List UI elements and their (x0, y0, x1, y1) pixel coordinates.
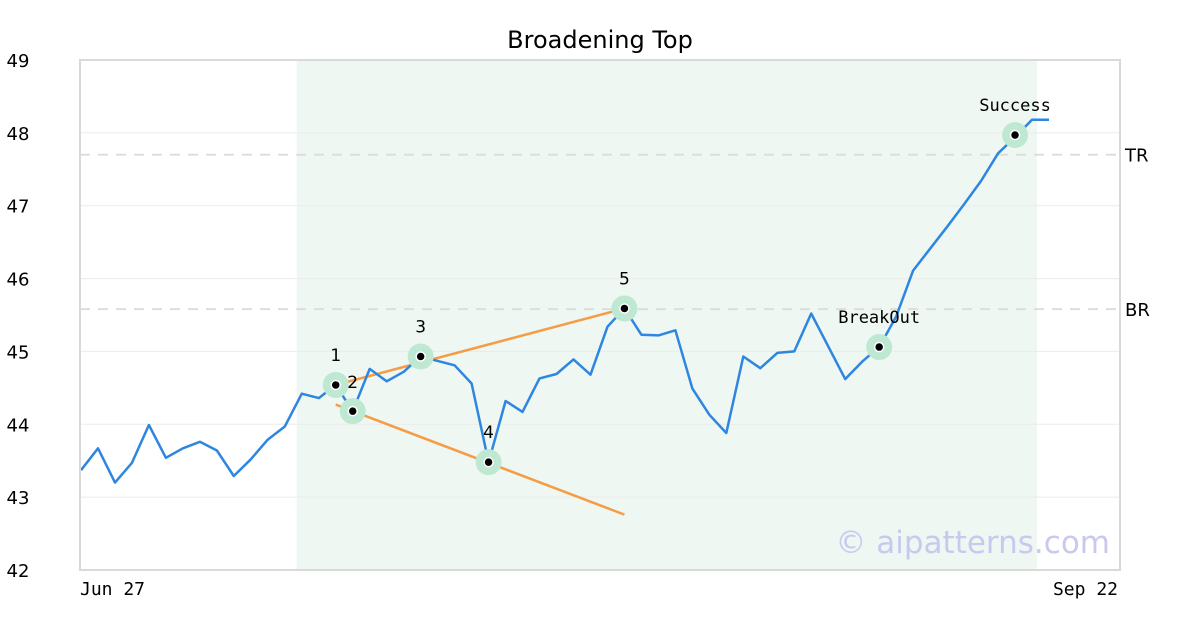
y-tick-label: 43 (7, 488, 30, 509)
success-marker-dot (1009, 129, 1021, 141)
y-tick-label: 46 (7, 270, 30, 291)
pattern-point-3-dot (415, 351, 426, 362)
y-tick-label: 47 (7, 197, 30, 218)
y-tick-label: 49 (7, 51, 30, 72)
series-line-1 (80, 118, 1049, 484)
x-tick-end: Sep 22 (1053, 579, 1118, 600)
y-axis-ticks: 42 43 44 45 46 47 48 49 (7, 51, 30, 582)
y-tick-label: 48 (7, 124, 30, 145)
pattern-point-4-dot (483, 456, 494, 468)
watermark: © aipatterns.com (835, 525, 1110, 561)
pattern-point-label-3: 3 (415, 318, 426, 338)
pattern-point-label-1: 1 (330, 346, 341, 366)
pattern-point-5-dot (619, 303, 630, 314)
y-tick-label: 45 (7, 342, 30, 363)
breakout-marker-dot (873, 341, 885, 353)
success-label: Success (979, 96, 1051, 116)
reference-label-br: BR (1125, 300, 1150, 321)
reference-label-tr: TR (1124, 146, 1149, 167)
pattern-point-label-2: 2 (347, 373, 358, 393)
price-series (80, 118, 1049, 484)
plot-frame (79, 59, 1121, 571)
pattern-point-label-4: 4 (483, 423, 494, 443)
chart-title: Broadening Top (507, 26, 693, 54)
breakout-label: BreakOut (838, 308, 920, 328)
pattern-points: 12 3 4 5 BreakOut Success (322, 96, 1051, 476)
y-tick-label: 42 (7, 561, 30, 582)
trendline-1 (335, 307, 625, 387)
pattern-point-1-dot (330, 379, 341, 391)
pattern-point-label-5: 5 (619, 269, 630, 289)
reference-lines: TR BR (80, 146, 1150, 321)
x-tick-start: Jun 27 (80, 579, 145, 600)
chart-background-layer (296, 60, 1038, 570)
pattern-point-2-dot (347, 405, 358, 417)
y-tick-label: 44 (7, 415, 30, 436)
pattern-region (296, 60, 1038, 570)
